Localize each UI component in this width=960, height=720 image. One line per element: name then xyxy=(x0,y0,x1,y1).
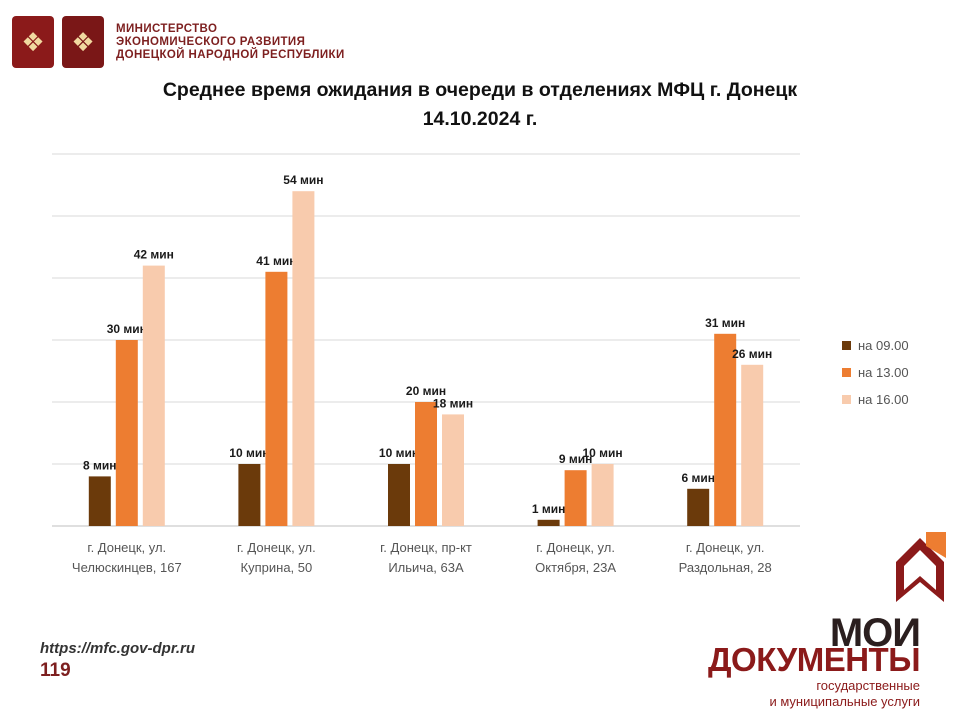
category-label: Куприна, 50 xyxy=(241,560,313,575)
data-label: 42 мин xyxy=(134,248,174,262)
data-label: 6 мин xyxy=(681,471,715,485)
bar xyxy=(292,191,315,526)
bar xyxy=(388,464,410,526)
bar xyxy=(88,476,111,526)
data-label: 26 мин xyxy=(732,347,772,361)
data-label: 10 мин xyxy=(379,446,419,460)
ministry-line: ДОНЕЦКОЙ НАРОДНОЙ РЕСПУБЛИКИ xyxy=(116,48,345,61)
legend-label: на 13.00 xyxy=(858,365,909,380)
bar xyxy=(687,488,710,526)
brand-word-2: ДОКУМЕНТЫ xyxy=(708,641,920,678)
data-label: 54 мин xyxy=(283,173,323,187)
legend-item: на 16.00 xyxy=(842,386,909,413)
header: ❖ ❖ МИНИСТЕРСТВО ЭКОНОМИЧЕСКОГО РАЗВИТИЯ… xyxy=(12,14,345,70)
data-label: 20 мин xyxy=(406,384,446,398)
category-label: Ильича, 63А xyxy=(388,560,464,575)
data-label: 9 мин xyxy=(559,452,593,466)
site-url: https://mfc.gov-dpr.ru xyxy=(40,640,195,657)
ministry-line: МИНИСТЕРСТВО xyxy=(116,22,218,35)
category-label: Октября, 23А xyxy=(535,560,616,575)
bar xyxy=(415,402,437,526)
legend-swatch xyxy=(842,368,851,377)
category-label: Раздольная, 28 xyxy=(679,560,772,575)
moi-dokumenty-logo-icon xyxy=(896,532,946,602)
bar xyxy=(442,414,464,526)
bar xyxy=(741,364,764,526)
chart-title: Среднее время ожидания в очереди в отдел… xyxy=(0,76,960,134)
category-label: г. Донецк, ул. xyxy=(237,540,316,555)
dpr-coat-of-arms-icon: ❖ xyxy=(62,16,104,68)
bar xyxy=(142,265,165,526)
bar xyxy=(238,464,261,526)
bar xyxy=(115,340,138,526)
data-label: 31 мин xyxy=(705,316,745,330)
data-label: 1 мин xyxy=(532,502,566,516)
data-label: 18 мин xyxy=(433,396,473,410)
legend-label: на 16.00 xyxy=(858,392,909,407)
ministry-name: МИНИСТЕРСТВО ЭКОНОМИЧЕСКОГО РАЗВИТИЯ ДОН… xyxy=(116,23,345,62)
data-label: 30 мин xyxy=(107,322,147,336)
brand-word-1: МОИ xyxy=(829,611,921,655)
category-label: Челюскинцев, 167 xyxy=(72,560,182,575)
legend: на 09.00 на 13.00 на 16.00 xyxy=(842,332,909,413)
category-label: г. Донецк, ул. xyxy=(536,540,615,555)
category-label: г. Донецк, пр-кт xyxy=(380,540,472,555)
legend-swatch xyxy=(842,341,851,350)
bar xyxy=(537,519,560,526)
bar xyxy=(265,271,288,526)
russia-coat-of-arms-icon: ❖ xyxy=(12,16,54,68)
legend-swatch xyxy=(842,395,851,404)
chart-title-line: 14.10.2024 г. xyxy=(422,108,538,130)
chart-title-line: Среднее время ожидания в очереди в отдел… xyxy=(162,79,798,101)
page-number: 119 xyxy=(40,660,71,681)
bar xyxy=(591,464,614,526)
legend-item: на 09.00 xyxy=(842,332,909,359)
brand-tagline-line: и муниципальные услуги xyxy=(769,694,920,709)
brand-tagline: государственные и муниципальные услуги xyxy=(769,678,920,710)
category-label: г. Донецк, ул. xyxy=(686,540,765,555)
category-label: г. Донецк, ул. xyxy=(87,540,166,555)
data-label: 41 мин xyxy=(256,254,296,268)
data-label: 10 мин xyxy=(583,446,623,460)
legend-label: на 09.00 xyxy=(858,338,909,353)
bar xyxy=(714,333,737,526)
data-label: 10 мин xyxy=(229,446,269,460)
ministry-line: ЭКОНОМИЧЕСКОГО РАЗВИТИЯ xyxy=(116,35,306,48)
bar xyxy=(564,470,587,526)
legend-item: на 13.00 xyxy=(842,359,909,386)
data-label: 8 мин xyxy=(83,458,117,472)
brand-tagline-line: государственные xyxy=(816,678,920,693)
